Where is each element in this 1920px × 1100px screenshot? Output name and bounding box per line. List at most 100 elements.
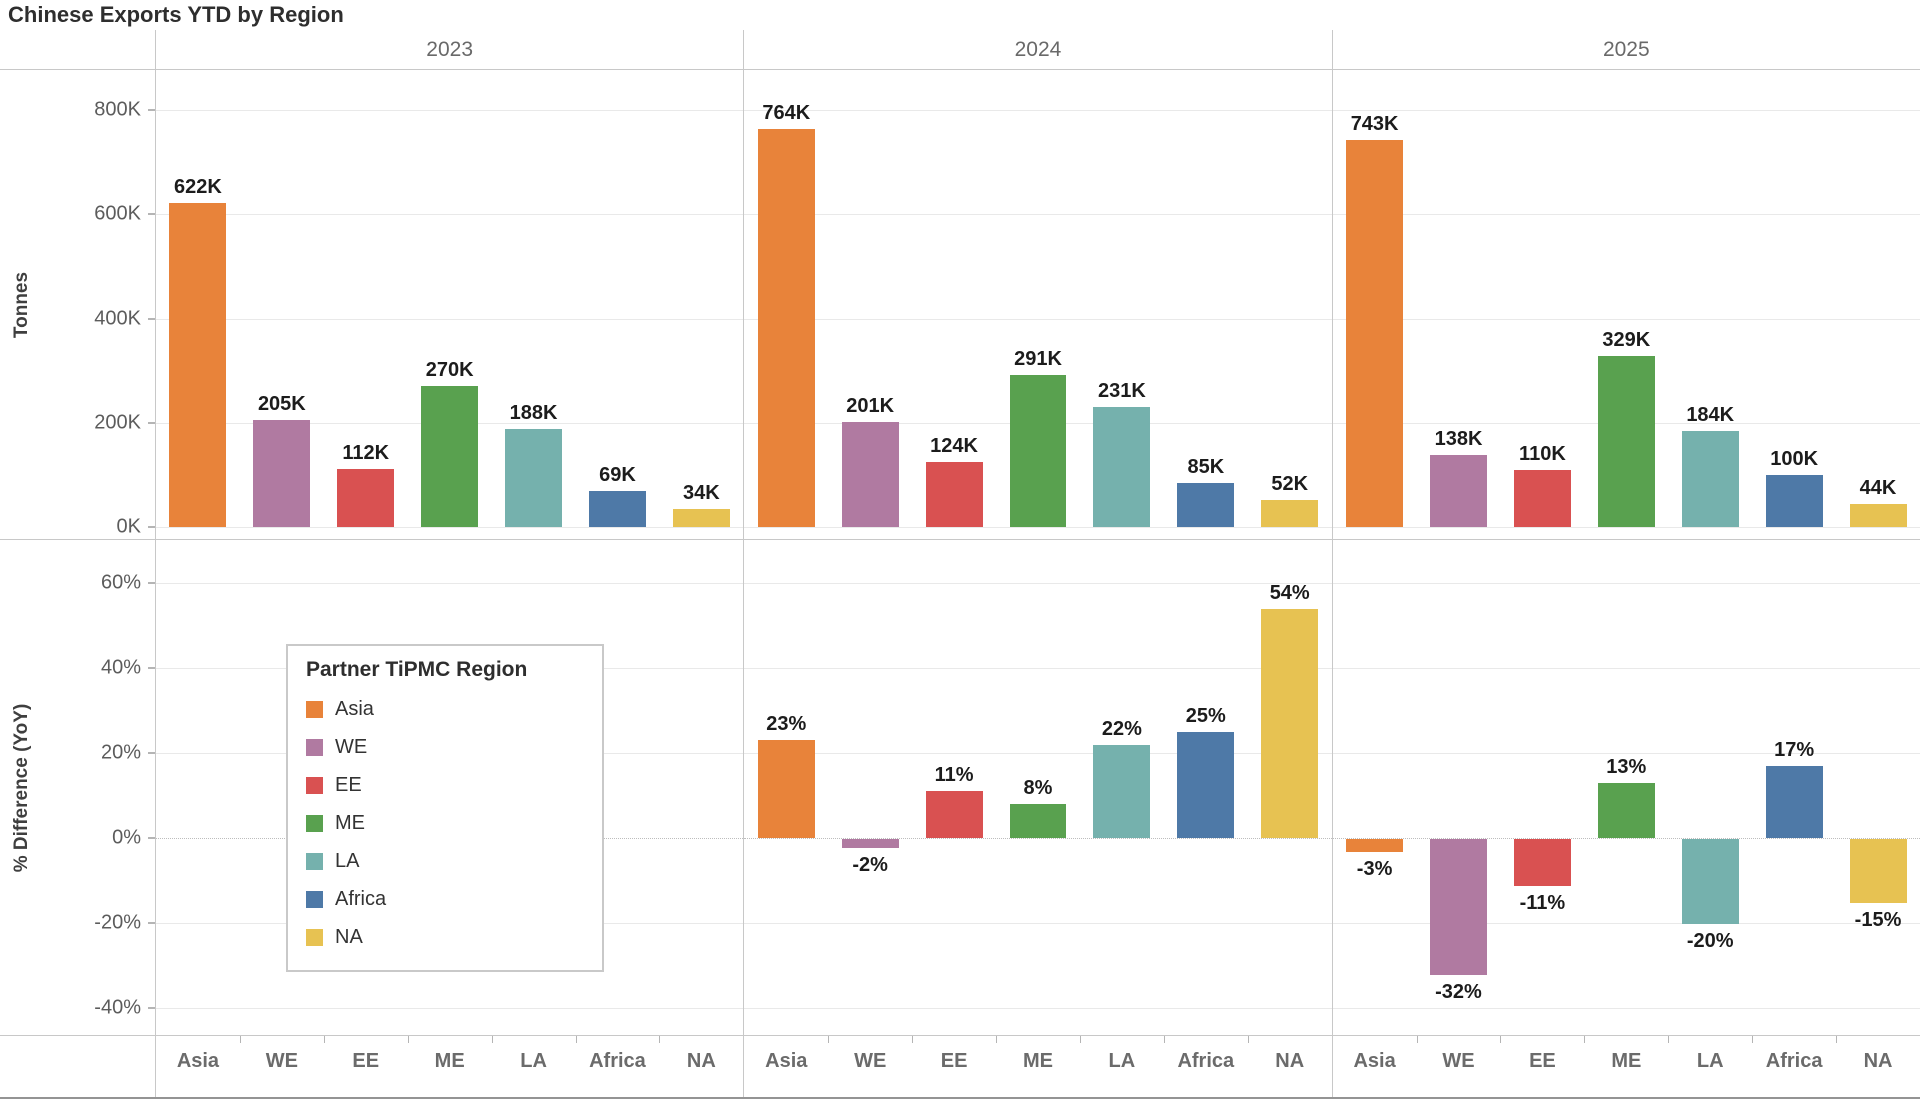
bar-value-label: 622K — [174, 175, 222, 198]
bar-value-label: 52K — [1271, 472, 1309, 495]
legend-item-we[interactable]: WE — [306, 728, 586, 766]
bar-tonnes-2025-ee[interactable] — [1513, 469, 1571, 527]
gridline — [1332, 668, 1920, 669]
bar-value-label: 188K — [509, 402, 558, 424]
bar-tonnes-2024-we[interactable] — [841, 422, 899, 527]
x-tick-mark — [239, 1036, 241, 1043]
x-tick-mark — [1836, 1036, 1838, 1043]
legend-item-label: Africa — [335, 887, 387, 910]
bar-tonnes-2024-ee[interactable] — [925, 462, 983, 527]
bar-tonnes-2023-la[interactable] — [505, 429, 563, 527]
bar-value-label: 34K — [683, 482, 720, 505]
x-tick-mark — [1752, 1036, 1754, 1043]
x-axis-2024: Asia WE EE ME LA Africa NA — [743, 1035, 1332, 1097]
bar-tonnes-2024-africa[interactable] — [1177, 482, 1235, 527]
bar-tonnes-2024-la[interactable] — [1093, 406, 1151, 527]
gridline — [156, 214, 744, 216]
bar-tonnes-2023-we[interactable] — [253, 420, 311, 527]
bar-tonnes-2023-asia[interactable] — [169, 202, 227, 527]
bar-yoy-2025-ee[interactable] — [1513, 839, 1571, 886]
bar-yoy-2024-me[interactable] — [1009, 804, 1067, 838]
bar-tonnes-2024-na[interactable] — [1261, 499, 1319, 527]
x-label-ee: EE — [1529, 1050, 1556, 1072]
bar-yoy-2024-africa[interactable] — [1177, 731, 1235, 838]
bar-tonnes-2025-africa[interactable] — [1765, 474, 1823, 527]
legend-item-label: EE — [335, 773, 362, 796]
x-label-na: NA — [686, 1050, 716, 1072]
x-tick-mark — [912, 1036, 914, 1043]
x-label-we: WE — [854, 1050, 887, 1072]
bar-value-label: 22% — [1101, 717, 1142, 740]
legend-swatch-asia-icon — [306, 700, 323, 718]
gridline — [744, 110, 1332, 111]
bar-yoy-2024-na[interactable] — [1261, 608, 1319, 838]
bar-tonnes-2025-asia[interactable] — [1346, 139, 1404, 527]
bar-tonnes-2023-me[interactable] — [421, 386, 479, 527]
bar-tonnes-2023-africa[interactable] — [588, 491, 646, 527]
yoy-axis: % Difference (YoY) 60% 40% 20% 0% -20% -40% — [0, 540, 155, 1035]
bar-yoy-2024-we[interactable] — [841, 839, 899, 848]
bar-tonnes-2025-me[interactable] — [1597, 355, 1655, 527]
bar-value-label: -11% — [1519, 891, 1566, 914]
gridline — [1332, 214, 1920, 216]
bar-tonnes-2025-na[interactable] — [1849, 504, 1907, 527]
x-label-africa: Africa — [1177, 1050, 1235, 1072]
bar-value-label: -20% — [1686, 930, 1734, 952]
y-tick-mark — [148, 317, 155, 320]
bar-tonnes-2024-asia[interactable] — [757, 128, 815, 527]
y-tick-mark — [148, 109, 155, 111]
legend-item-la[interactable]: LA — [306, 842, 586, 880]
legend-item-label: Asia — [335, 697, 374, 720]
y-tick-label: 600K — [94, 202, 141, 225]
bar-value-label: 184K — [1686, 404, 1735, 427]
x-tick-mark — [491, 1036, 493, 1043]
bar-yoy-2025-africa[interactable] — [1765, 765, 1823, 838]
y-tick-mark — [148, 213, 155, 216]
bar-yoy-2025-asia[interactable] — [1346, 839, 1404, 852]
bar-value-label: 100K — [1770, 447, 1819, 470]
bar-yoy-2025-me[interactable] — [1597, 782, 1655, 838]
header-corner — [0, 30, 155, 70]
x-label-la: LA — [1696, 1050, 1724, 1072]
bar-tonnes-2024-me[interactable] — [1009, 375, 1067, 527]
x-label-asia: Asia — [176, 1050, 220, 1072]
bar-value-label: -15% — [1854, 908, 1902, 931]
legend-item-asia[interactable]: Asia — [306, 690, 586, 728]
x-label-na: NA — [1275, 1050, 1305, 1072]
bar-yoy-2025-we[interactable] — [1430, 839, 1487, 975]
bar-value-label: 17% — [1774, 738, 1815, 761]
bar-yoy-2024-la[interactable] — [1093, 744, 1151, 838]
bar-value-label: 231K — [1097, 379, 1146, 402]
bar-value-label: 124K — [930, 435, 978, 458]
gridline — [156, 1008, 744, 1009]
gridline — [156, 583, 744, 584]
bar-tonnes-2025-la[interactable] — [1681, 431, 1739, 527]
x-tick-mark — [1500, 1036, 1502, 1043]
bar-value-label: 69K — [599, 464, 636, 487]
x-label-ee: EE — [940, 1050, 968, 1072]
legend-item-label: LA — [335, 849, 360, 872]
legend-item-africa[interactable]: Africa — [306, 880, 586, 918]
-difference-yoy--axis-label: % Difference (YoY) — [11, 703, 32, 872]
legend-item-na[interactable]: NA — [306, 918, 586, 956]
bar-yoy-2024-ee[interactable] — [925, 791, 983, 838]
x-tick-mark — [407, 1036, 409, 1043]
bar-yoy-2024-asia[interactable] — [757, 740, 815, 838]
bar-tonnes-2023-na[interactable] — [672, 509, 730, 527]
y-tick-mark — [148, 526, 155, 528]
gridline — [744, 923, 1332, 924]
bar-yoy-2025-na[interactable] — [1849, 839, 1907, 903]
gridline — [744, 753, 1332, 754]
tonnes-axis: Tonnes 800K 600K 400K 200K 0K — [0, 70, 155, 540]
bar-tonnes-2023-ee[interactable] — [337, 468, 395, 527]
gridline — [744, 527, 1332, 528]
gridline — [156, 318, 744, 320]
legend-swatch-ee-icon — [306, 776, 323, 794]
legend-item-ee[interactable]: EE — [306, 766, 586, 804]
bar-value-label: 743K — [1350, 112, 1399, 135]
zero-gridline — [744, 838, 1332, 839]
x-label-we: WE — [265, 1050, 298, 1072]
legend-item-me[interactable]: ME — [306, 804, 586, 842]
bar-yoy-2025-la[interactable] — [1681, 839, 1739, 924]
bar-tonnes-2025-we[interactable] — [1430, 455, 1487, 527]
